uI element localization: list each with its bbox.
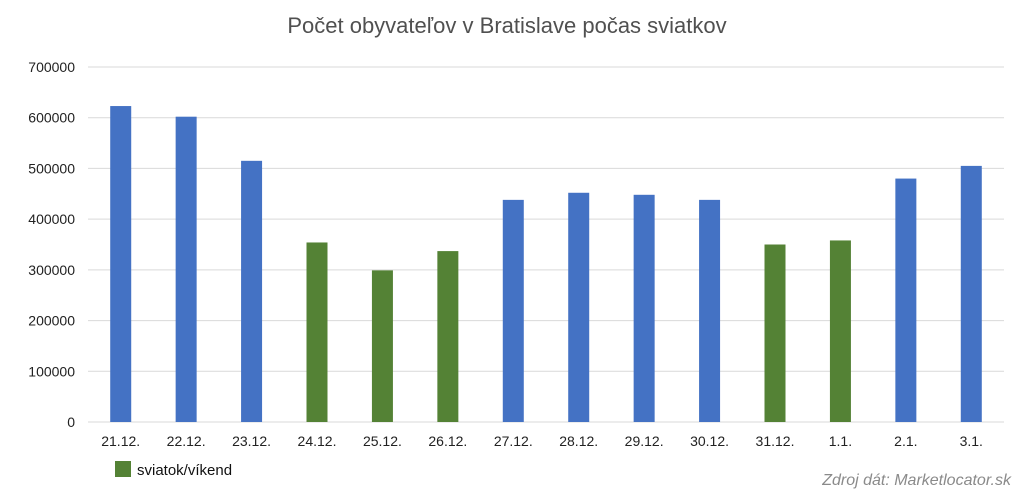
x-tick-label: 22.12. [167, 433, 206, 449]
chart-title: Počet obyvateľov v Bratislave počas svia… [287, 13, 726, 38]
bar-3-1 [960, 165, 982, 422]
y-tick-label: 600000 [28, 110, 75, 126]
x-tick-label: 26.12. [428, 433, 467, 449]
y-tick-label: 300000 [28, 262, 75, 278]
x-tick-label: 27.12. [494, 433, 533, 449]
bar-2-1 [895, 178, 917, 422]
y-tick-label: 0 [67, 414, 75, 430]
y-tick-label: 400000 [28, 211, 75, 227]
bar-26-12 [437, 251, 459, 422]
x-tick-label: 3.1. [960, 433, 983, 449]
legend-swatch-holiday [115, 461, 131, 477]
y-tick-label: 500000 [28, 160, 75, 176]
gridlines [88, 66, 1004, 423]
x-axis: 21.12. 22.12. 23.12. 24.12. 25.12. 26.12. 27.1… [101, 433, 983, 449]
x-tick-label: 24.12. [298, 433, 337, 449]
bar-23-12 [241, 160, 263, 423]
bar-30-12 [699, 199, 721, 422]
bar-27-12 [502, 199, 524, 422]
bar-31-12 [764, 244, 786, 422]
x-tick-label: 30.12. [690, 433, 729, 449]
x-tick-label: 25.12. [363, 433, 402, 449]
bar-25-12 [371, 270, 393, 422]
bar-28-12 [568, 192, 590, 422]
legend: sviatok/víkend [115, 461, 232, 479]
x-tick-label: 28.12. [559, 433, 598, 449]
bar-1-1 [829, 240, 851, 422]
legend-label-holiday: sviatok/víkend [137, 462, 232, 479]
bar-22-12 [175, 116, 197, 422]
x-tick-label: 29.12. [625, 433, 664, 449]
y-tick-label: 200000 [28, 313, 75, 329]
x-tick-label: 31.12. [756, 433, 795, 449]
x-tick-label: 2.1. [894, 433, 917, 449]
bars [110, 106, 982, 423]
y-axis: 0 100000 200000 300000 400000 500000 600000 700… [28, 59, 75, 430]
x-tick-label: 1.1. [829, 433, 852, 449]
source-note: Zdroj dát: Marketlocator.sk [821, 472, 1012, 489]
x-tick-label: 21.12. [101, 433, 140, 449]
bar-29-12 [633, 194, 655, 422]
y-tick-label: 700000 [28, 59, 75, 75]
bar-21-12 [110, 106, 132, 423]
x-tick-label: 23.12. [232, 433, 271, 449]
bar-24-12 [306, 242, 328, 422]
y-tick-label: 100000 [28, 363, 75, 379]
